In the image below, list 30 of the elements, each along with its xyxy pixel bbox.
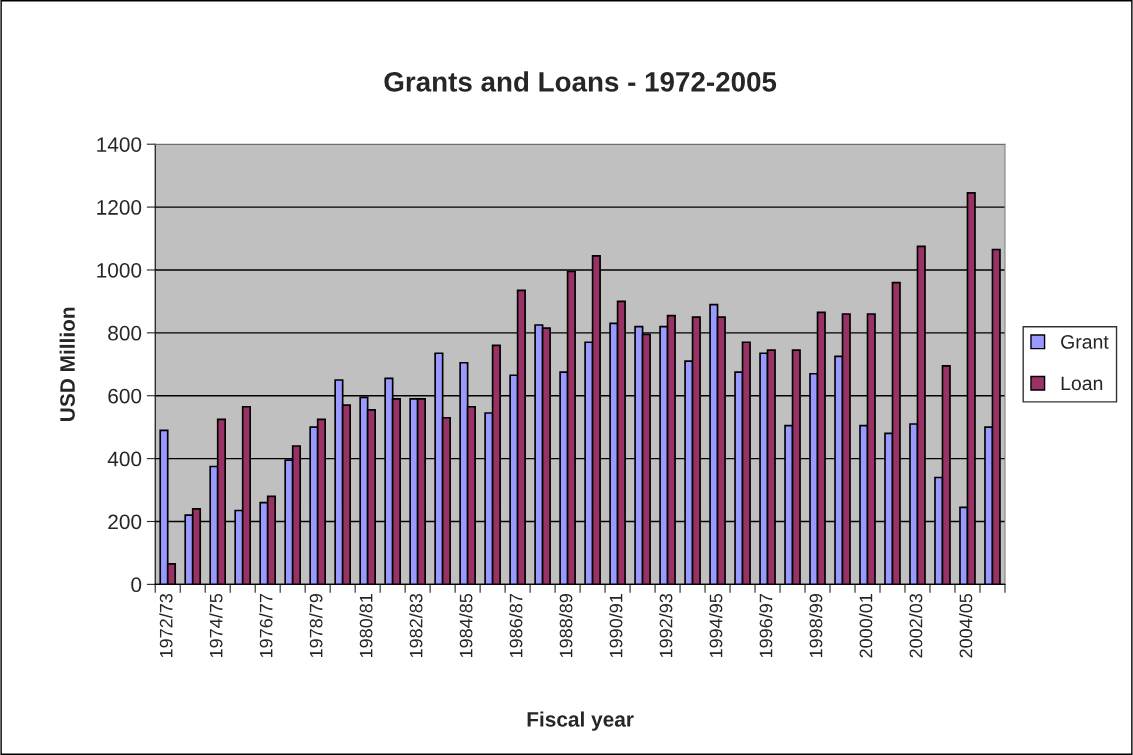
- x-tick-label: 1986/87: [509, 594, 523, 658]
- y-tick-label: 800: [108, 325, 142, 341]
- x-tick-label: 2000/01: [859, 594, 873, 658]
- y-tick-label: 1000: [97, 262, 142, 278]
- x-tick-label: 2004/05: [959, 593, 973, 658]
- legend-label: Loan: [1061, 376, 1103, 391]
- y-tick-label: 600: [108, 388, 142, 404]
- y-tick-label: 200: [108, 514, 142, 530]
- x-tick-label: 1994/95: [709, 593, 723, 658]
- x-tick-label: 2002/03: [909, 593, 923, 658]
- chart-title: Grants and Loans - 1972-2005: [384, 71, 777, 92]
- x-tick-label: 1990/91: [609, 594, 623, 658]
- y-tick-label: 1200: [97, 200, 142, 215]
- x-tick-label: 1992/93: [659, 593, 673, 658]
- x-tick-label: 1988/89: [559, 594, 573, 658]
- y-tick-label: 1400: [97, 137, 142, 152]
- legend-label: Grant: [1061, 335, 1109, 349]
- x-tick-label: 1976/77: [259, 594, 273, 658]
- x-tick-label: 1978/79: [309, 594, 323, 658]
- x-axis-title: Fiscal year: [527, 711, 634, 731]
- y-tick-label: 400: [107, 451, 142, 467]
- x-tick-label: 1974/75: [209, 593, 223, 658]
- x-tick-label: 1984/85: [459, 593, 473, 658]
- x-tick-label: 1998/99: [809, 594, 823, 658]
- x-tick-label: 1982/83: [409, 593, 423, 658]
- x-tick-label: 1972/73: [159, 593, 173, 658]
- x-tick-label: 1980/81: [359, 594, 373, 658]
- y-tick-label: 0: [131, 577, 142, 593]
- y-axis-title: USD Million: [59, 307, 75, 421]
- x-tick-label: 1996/97: [759, 594, 773, 658]
